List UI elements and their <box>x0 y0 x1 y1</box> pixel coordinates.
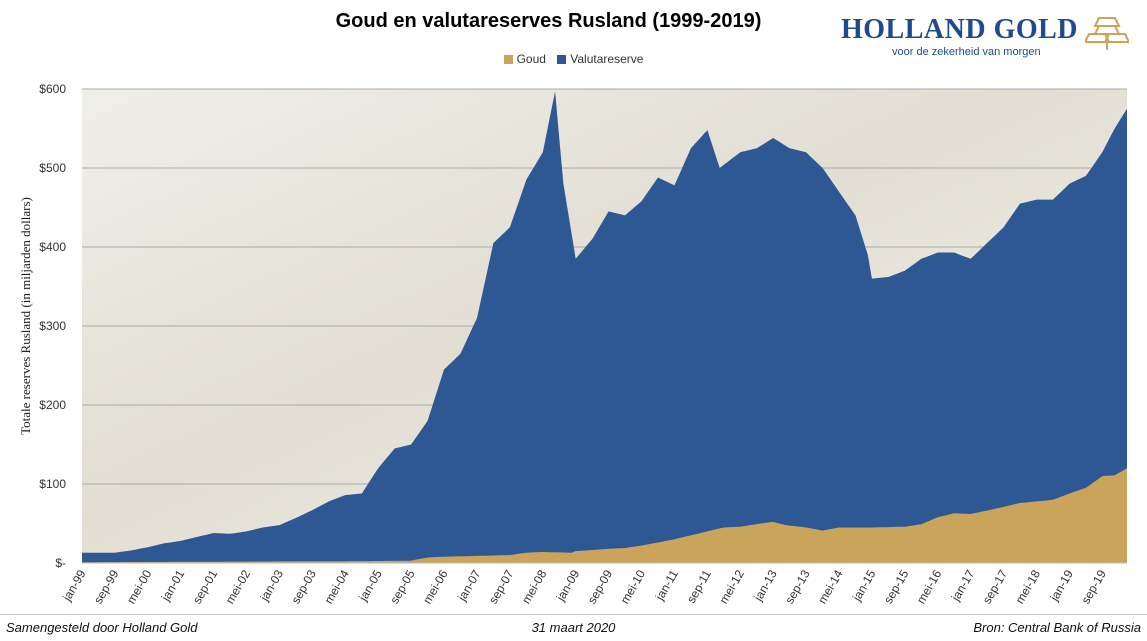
legend-item-goud: Goud <box>503 52 546 66</box>
x-tick-label: sep-01 <box>190 567 221 606</box>
footer-divider <box>0 614 1147 615</box>
x-tick-label: jan-99 <box>59 567 88 604</box>
y-tick-label: $600 <box>39 82 66 96</box>
y-tick-label: $400 <box>39 240 66 254</box>
x-tick-label: jan-09 <box>553 567 582 604</box>
x-tick-label: mei-14 <box>815 567 846 606</box>
legend-label-goud: Goud <box>516 52 546 66</box>
x-tick-label: jan-19 <box>1047 567 1076 604</box>
y-tick-label: $300 <box>39 319 66 333</box>
x-tick-labels: jan-99 sep-99 mei-00 jan-01 sep-01 mei-02 jan-… <box>59 567 1109 606</box>
gold-bars-icon <box>1085 17 1129 50</box>
x-tick-label: sep-03 <box>289 567 320 606</box>
x-tick-label: jan-13 <box>750 567 779 604</box>
chart-legend: Goud Valutareserve <box>0 52 1147 67</box>
legend-swatch-valutareserve <box>557 54 567 64</box>
x-tick-label: jan-03 <box>257 567 286 604</box>
x-tick-label: jan-05 <box>355 567 384 604</box>
area-goud <box>82 468 1127 563</box>
x-tick-label: mei-10 <box>618 567 649 606</box>
footer-date: 31 maart 2020 <box>531 620 616 635</box>
legend-item-valutareserve: Valutareserve <box>557 52 643 66</box>
x-tick-label: sep-19 <box>1078 567 1109 606</box>
x-tick-label: jan-07 <box>454 567 483 604</box>
y-tick-labels: $- $100 $200 $300 $400 $500 $600 <box>39 82 66 570</box>
x-tick-label: sep-99 <box>91 567 122 606</box>
x-tick-label: jan-17 <box>948 567 977 604</box>
x-tick-label: mei-06 <box>420 567 451 606</box>
x-tick-label: jan-01 <box>158 567 187 604</box>
x-tick-label: jan-15 <box>849 567 878 604</box>
x-tick-label: sep-07 <box>486 567 517 606</box>
x-tick-label: sep-15 <box>881 567 912 606</box>
legend-swatch-goud <box>503 54 513 64</box>
x-tick-label: mei-02 <box>223 567 254 606</box>
area-series <box>82 91 1127 564</box>
x-tick-label: sep-17 <box>980 567 1011 606</box>
footer-source: Bron: Central Bank of Russia <box>973 620 1141 635</box>
x-tick-label: sep-09 <box>585 567 616 606</box>
legend-label-valutareserve: Valutareserve <box>570 52 644 66</box>
x-tick-label: sep-11 <box>684 567 714 605</box>
y-tick-label: $200 <box>39 398 66 412</box>
x-tick-label: mei-04 <box>321 567 352 606</box>
footer-credit: Samengesteld door Holland Gold <box>6 620 198 635</box>
brand-name: HOLLAND GOLD <box>841 14 1079 45</box>
y-tick-label: $- <box>55 556 66 570</box>
x-tick-label: jan-11 <box>652 567 681 603</box>
x-tick-label: mei-16 <box>914 567 945 606</box>
brand-logo: HOLLAND GOLD voor de zekerheid van morge… <box>829 12 1129 64</box>
area-valutareserve <box>82 91 1127 564</box>
brand-tagline: voor de zekerheid van morgen <box>892 46 1041 58</box>
x-tick-label: sep-13 <box>782 567 813 606</box>
x-tick-label: mei-00 <box>124 567 155 606</box>
x-tick-label: mei-12 <box>716 567 747 606</box>
x-tick-label: sep-05 <box>387 567 418 606</box>
x-tick-label: mei-18 <box>1013 567 1044 606</box>
y-tick-label: $500 <box>39 161 66 175</box>
y-tick-label: $100 <box>39 477 66 491</box>
chart-title: Goud en valutareserves Rusland (1999-201… <box>335 10 762 32</box>
x-tick-label: mei-08 <box>519 567 550 606</box>
